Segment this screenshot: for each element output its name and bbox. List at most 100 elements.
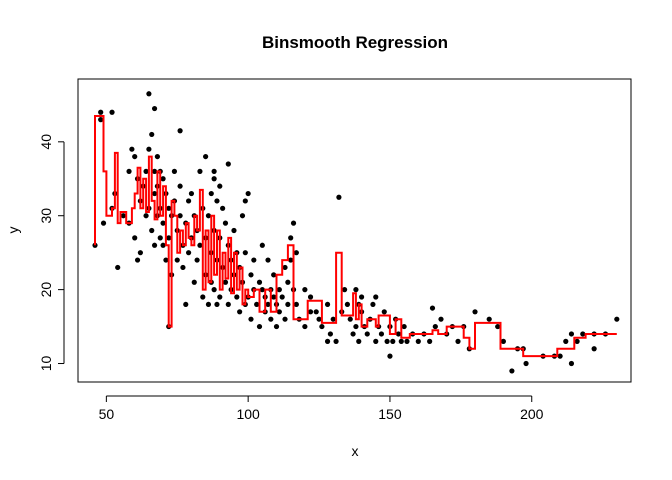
data-point — [279, 294, 285, 300]
data-point — [256, 323, 263, 330]
chart-title: Binsmooth Regression — [262, 33, 448, 52]
data-point — [186, 198, 192, 204]
data-point — [373, 338, 379, 344]
data-point — [429, 305, 436, 311]
data-point — [259, 287, 265, 293]
data-point — [191, 279, 197, 285]
data-point — [129, 146, 135, 152]
data-point — [259, 242, 265, 248]
data-point — [390, 338, 396, 344]
data-point — [271, 294, 277, 300]
data-point — [180, 264, 186, 271]
data-point — [285, 279, 291, 285]
data-point — [574, 338, 580, 344]
data-point — [568, 360, 575, 367]
data-point — [217, 183, 223, 189]
data-point — [353, 287, 359, 293]
data-point — [344, 301, 351, 308]
data-point — [370, 301, 376, 308]
data-point — [160, 220, 166, 226]
data-point — [160, 176, 166, 182]
data-point — [401, 323, 407, 330]
data-point — [319, 323, 325, 330]
data-point — [313, 309, 319, 315]
data-point — [330, 316, 336, 322]
data-point — [149, 227, 155, 234]
data-point — [160, 242, 166, 248]
data-point — [415, 338, 421, 344]
data-point — [273, 323, 280, 330]
data-point — [211, 168, 217, 174]
data-point — [268, 316, 274, 322]
data-point — [151, 105, 158, 112]
data-point — [234, 294, 240, 300]
data-point — [211, 176, 217, 182]
data-point — [432, 323, 438, 330]
data-point — [265, 301, 271, 308]
data-point — [495, 323, 501, 330]
data-point — [282, 316, 288, 322]
x-tick-label: 150 — [378, 406, 402, 422]
y-tick-label: 30 — [38, 208, 54, 224]
y-tick-label: 10 — [38, 356, 54, 372]
data-point — [225, 301, 231, 308]
data-point — [205, 301, 212, 308]
data-point — [316, 316, 322, 322]
data-point — [500, 338, 506, 344]
data-point — [197, 168, 203, 174]
binsmooth-line-layer — [94, 115, 617, 358]
data-point — [109, 109, 115, 115]
y-tick-label: 40 — [38, 134, 54, 150]
data-point — [205, 213, 212, 219]
data-point — [580, 331, 586, 337]
data-point — [395, 331, 402, 337]
data-point — [174, 257, 180, 263]
data-point — [293, 301, 299, 308]
data-point — [364, 331, 370, 337]
data-point — [200, 294, 206, 300]
data-point — [307, 309, 314, 315]
data-point — [271, 272, 277, 278]
data-point — [251, 257, 257, 263]
data-point — [614, 316, 620, 322]
data-point — [293, 250, 299, 256]
data-point — [171, 168, 178, 174]
data-point — [333, 338, 339, 344]
data-point — [203, 153, 209, 160]
data-point — [177, 213, 183, 219]
x-tick-label: 200 — [520, 406, 544, 422]
data-point — [146, 91, 152, 97]
data-point — [183, 301, 189, 308]
data-point — [166, 205, 172, 211]
data-point — [356, 338, 362, 344]
data-point — [568, 331, 575, 337]
data-point — [194, 257, 200, 263]
data-point — [166, 235, 172, 241]
scatter-points — [92, 91, 620, 374]
data-point — [146, 146, 152, 152]
data-point — [126, 168, 132, 174]
data-point — [373, 294, 379, 300]
data-point — [134, 257, 141, 263]
data-point — [151, 190, 158, 197]
data-point — [149, 131, 155, 138]
data-point — [143, 168, 149, 174]
data-point — [242, 250, 248, 256]
binsmooth-line — [94, 115, 617, 358]
data-point — [231, 227, 237, 234]
data-point — [211, 287, 217, 293]
data-point — [217, 294, 223, 300]
y-axis: 10 20 30 40 — [38, 134, 65, 372]
data-point — [324, 301, 331, 308]
data-point — [222, 279, 229, 285]
data-point — [384, 338, 390, 344]
data-point — [239, 213, 246, 219]
data-point — [288, 235, 294, 241]
data-point — [132, 153, 138, 160]
data-point — [132, 235, 138, 241]
data-point — [237, 309, 243, 315]
data-point — [557, 353, 563, 359]
data-point — [276, 309, 282, 315]
data-point — [327, 331, 333, 337]
